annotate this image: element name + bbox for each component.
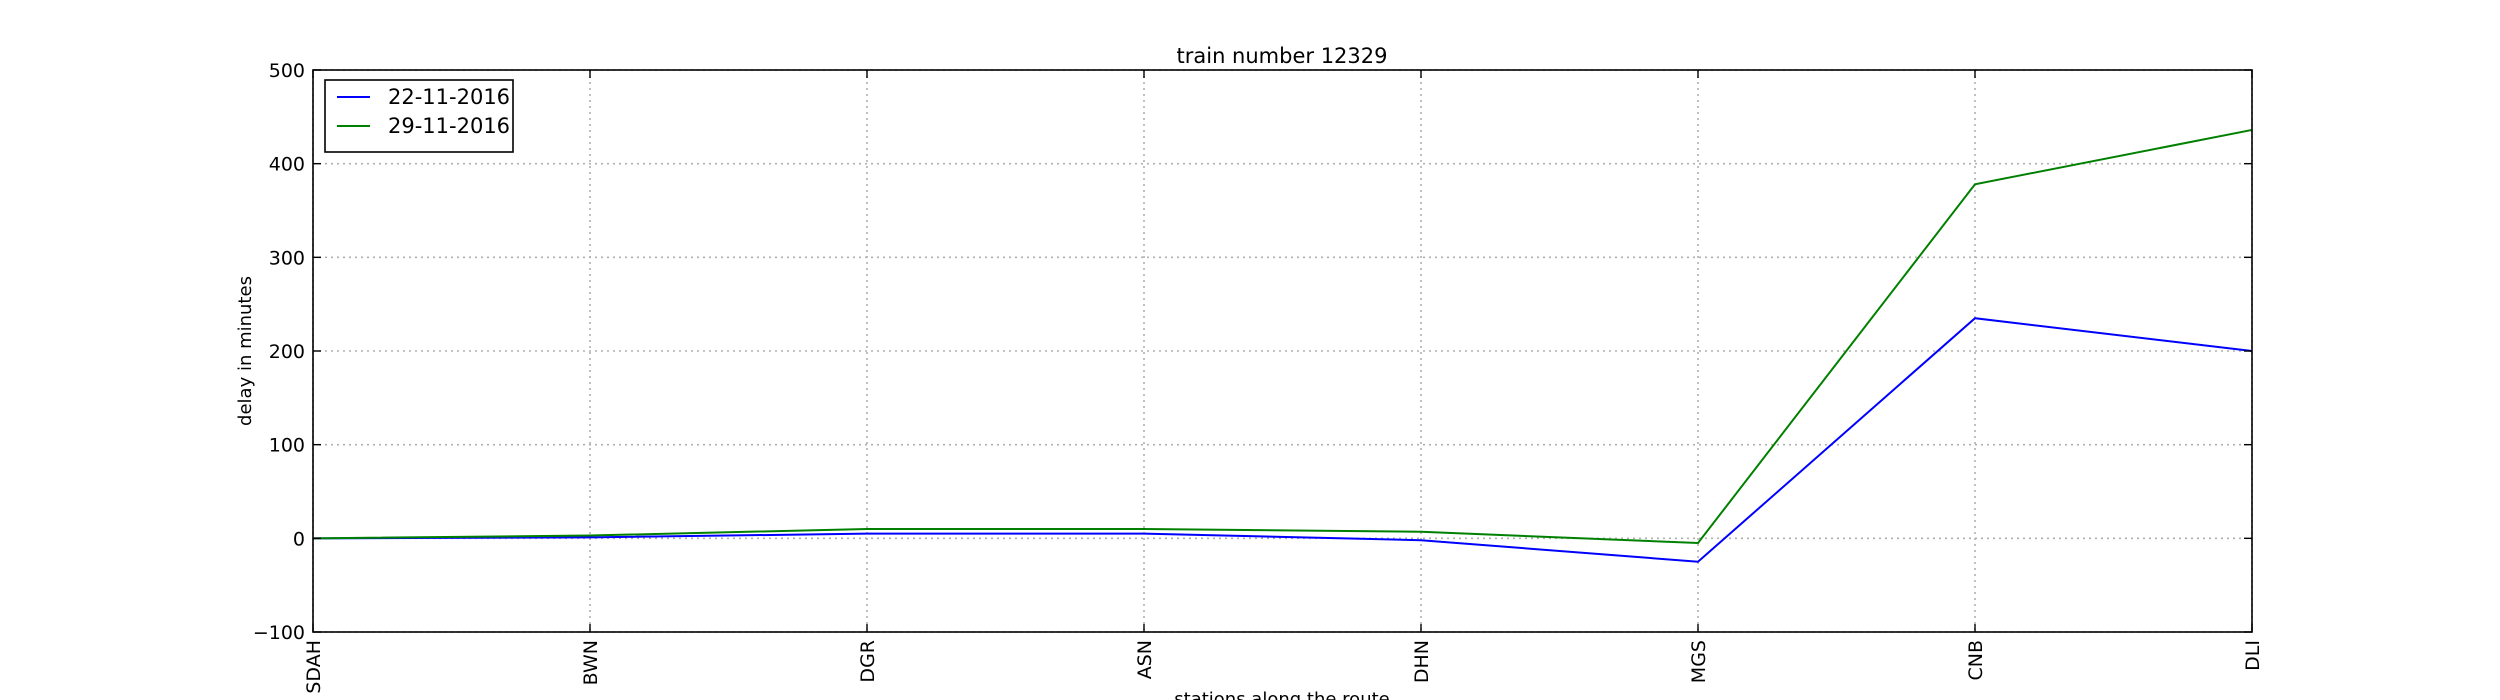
legend-label: 29-11-2016 <box>388 114 510 138</box>
y-axis-title: delay in minutes <box>235 276 256 426</box>
x-tick-label: ASN <box>1134 640 1156 679</box>
legend: 22-11-2016 29-11-2016 <box>324 79 514 153</box>
y-tick-label: −100 <box>253 622 305 644</box>
series-line-22-11-2016 <box>312 317 2253 563</box>
legend-box <box>324 79 514 153</box>
x-tick-label: MGS <box>1688 640 1710 683</box>
y-tick-label: 200 <box>269 341 305 363</box>
series-line-29-11-2016 <box>312 128 2253 545</box>
plot-area-frame <box>312 69 2253 633</box>
grid-layer <box>312 69 2253 633</box>
x-tick-label: BWN <box>580 640 602 685</box>
x-axis-title: stations along the route <box>1174 689 1389 700</box>
x-tick-label: DHN <box>1411 640 1433 683</box>
x-tick-label: DLI <box>2242 640 2264 671</box>
tick-layer: SDAH BWN DGR ASN DHN MGS CNB DLI −100 0 100 200 300 4… <box>253 60 2264 694</box>
series-layer <box>312 128 2253 563</box>
x-tick-label: CNB <box>1965 640 1987 681</box>
y-tick-label: 0 <box>293 528 305 550</box>
y-tick-label: 100 <box>269 435 305 457</box>
y-tick-label: 300 <box>269 247 305 269</box>
x-tick-label: SDAH <box>303 640 325 694</box>
chart-title: train number 12329 <box>1177 44 1388 68</box>
y-tick-label: 500 <box>269 60 305 82</box>
y-tick-label: 400 <box>269 154 305 176</box>
x-tick-label: DGR <box>857 640 879 683</box>
legend-label: 22-11-2016 <box>388 85 510 109</box>
